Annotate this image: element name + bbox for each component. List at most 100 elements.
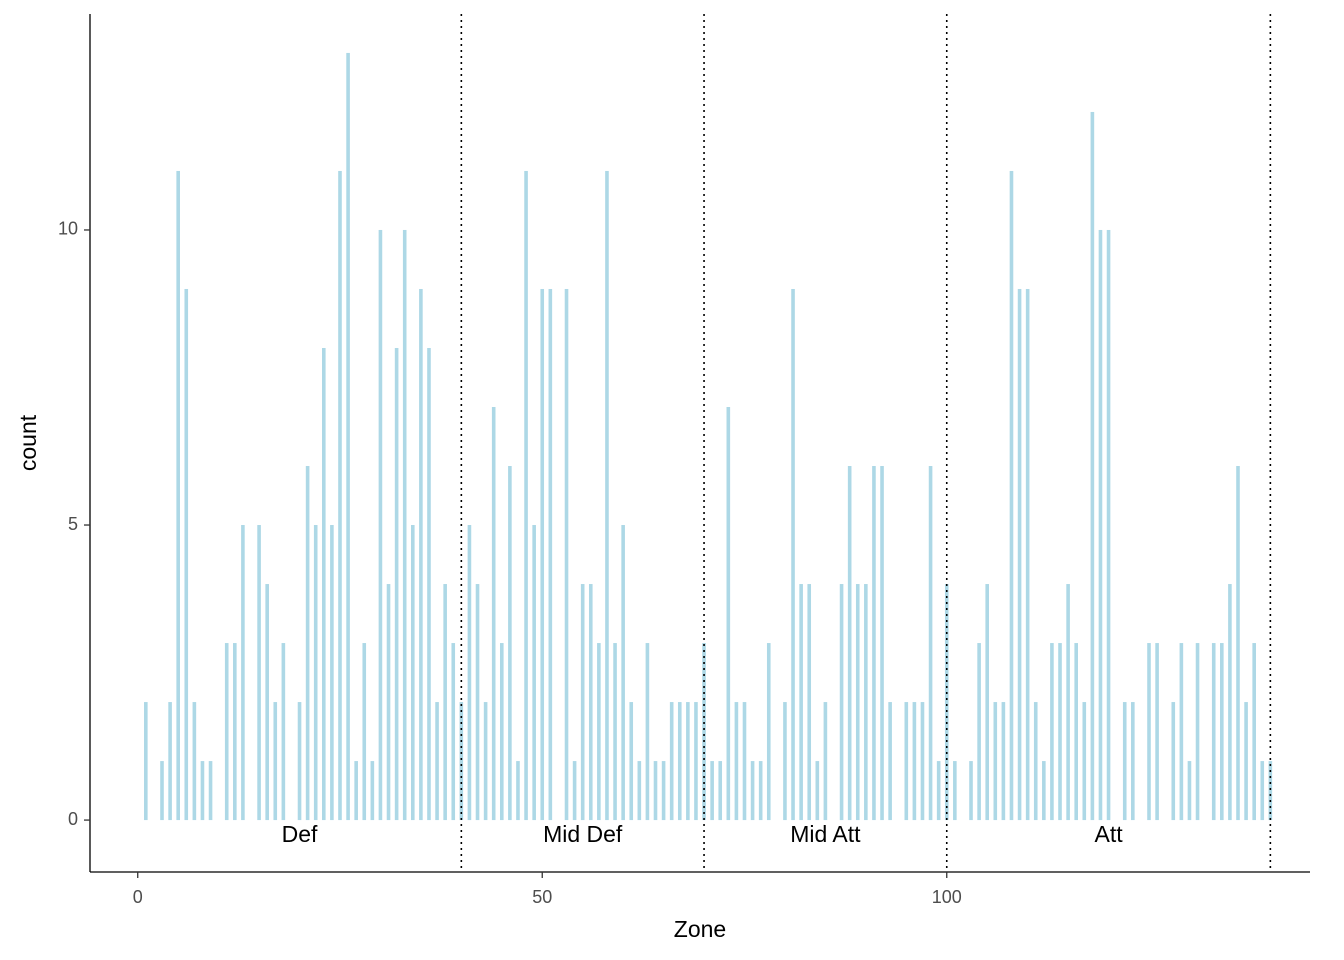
bar	[677, 702, 682, 821]
bar	[888, 702, 892, 821]
bar	[1009, 170, 1014, 821]
bar	[572, 761, 577, 821]
bar	[750, 761, 755, 821]
bar	[1066, 584, 1070, 821]
bar	[1211, 643, 1216, 821]
bar	[224, 643, 229, 821]
bar	[548, 288, 553, 821]
bar	[1098, 229, 1103, 821]
bar	[1106, 229, 1111, 821]
bar	[726, 407, 731, 821]
bar	[1244, 702, 1248, 821]
bar	[936, 761, 941, 821]
bar	[475, 584, 480, 821]
bar	[354, 761, 358, 821]
bar	[637, 761, 642, 821]
bar	[1155, 643, 1159, 821]
bar	[807, 584, 812, 821]
bar	[847, 466, 852, 821]
bar	[799, 584, 803, 821]
bar	[1050, 643, 1054, 821]
bar	[508, 466, 512, 821]
bar	[564, 288, 569, 821]
bar	[257, 525, 261, 821]
bar	[718, 761, 723, 821]
bar	[872, 466, 876, 821]
bar	[1042, 761, 1046, 821]
bar	[734, 702, 739, 821]
bar	[815, 761, 820, 821]
zone-label: Def	[282, 821, 318, 847]
bar	[410, 525, 415, 821]
bar	[1171, 702, 1176, 821]
bar	[661, 761, 666, 821]
bar	[783, 702, 787, 821]
bar	[1147, 643, 1151, 821]
bar	[273, 702, 278, 821]
bar	[313, 525, 318, 821]
bar	[1033, 702, 1038, 821]
bar	[629, 702, 634, 821]
zone-label: Att	[1094, 821, 1123, 847]
bar	[969, 761, 973, 821]
x-axis-title: Zone	[674, 916, 726, 942]
bar	[281, 643, 286, 821]
bar	[378, 229, 383, 821]
bar	[370, 761, 375, 821]
bar	[920, 702, 925, 821]
bar	[953, 761, 957, 821]
bar	[330, 525, 334, 821]
bar	[394, 347, 399, 821]
bar	[702, 643, 706, 821]
bar	[451, 643, 456, 821]
bar	[483, 702, 488, 821]
bar	[645, 643, 650, 821]
bar	[467, 525, 472, 821]
bar	[597, 643, 601, 821]
bar	[766, 643, 771, 821]
bar	[524, 170, 528, 821]
bar	[823, 702, 828, 821]
bar	[419, 288, 423, 821]
bar	[580, 584, 585, 821]
bar	[653, 761, 658, 821]
bar	[322, 347, 326, 821]
bar	[1236, 466, 1240, 821]
bar	[944, 584, 949, 821]
bar	[904, 702, 909, 821]
bar	[540, 288, 545, 821]
bar	[144, 702, 148, 821]
bar	[694, 702, 698, 821]
bar	[1122, 702, 1127, 821]
bar	[864, 584, 868, 821]
bar	[1187, 761, 1192, 821]
bar	[459, 702, 464, 821]
bar	[1268, 761, 1273, 821]
bar	[176, 170, 180, 821]
bar	[1131, 702, 1135, 821]
bar	[977, 643, 981, 821]
bar	[184, 288, 189, 821]
bar	[742, 702, 747, 821]
bar	[912, 702, 917, 821]
bar	[880, 466, 884, 821]
zone-label: Mid Att	[790, 821, 861, 847]
x-tick-label: 50	[532, 887, 552, 907]
bar	[362, 643, 367, 821]
bar	[192, 702, 197, 821]
bar	[1252, 643, 1256, 821]
bar	[1082, 702, 1087, 821]
bar	[386, 584, 391, 821]
bar	[402, 229, 407, 821]
y-tick-label: 10	[58, 219, 78, 239]
bar	[427, 347, 431, 821]
bar	[621, 525, 625, 821]
bar	[1090, 111, 1095, 821]
bar	[1260, 761, 1265, 821]
bar	[1195, 643, 1200, 821]
bar	[532, 525, 536, 821]
bar	[1025, 288, 1030, 821]
bar	[1228, 584, 1232, 821]
bar	[1179, 643, 1184, 821]
